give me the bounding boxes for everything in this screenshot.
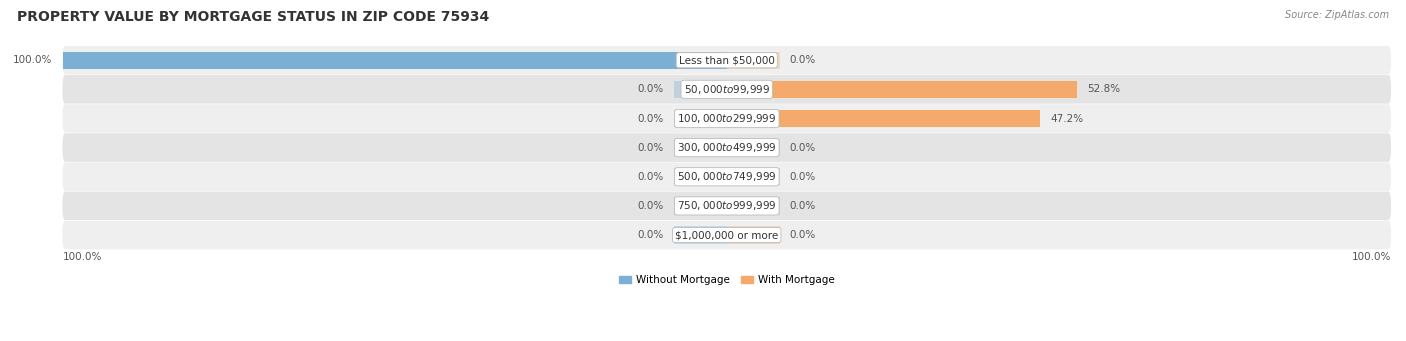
Bar <box>727 80 1077 98</box>
Text: 100.0%: 100.0% <box>1351 252 1391 263</box>
Text: 0.0%: 0.0% <box>637 201 664 211</box>
Text: 0.0%: 0.0% <box>637 172 664 182</box>
Legend: Without Mortgage, With Mortgage: Without Mortgage, With Mortgage <box>614 271 839 289</box>
Bar <box>727 139 780 157</box>
Text: $50,000 to $99,999: $50,000 to $99,999 <box>683 83 770 96</box>
Text: 0.0%: 0.0% <box>637 230 664 240</box>
FancyBboxPatch shape <box>62 133 1391 162</box>
Text: 100.0%: 100.0% <box>62 252 101 263</box>
Text: 100.0%: 100.0% <box>13 55 52 65</box>
Bar <box>62 51 727 69</box>
FancyBboxPatch shape <box>62 75 1391 104</box>
Text: 0.0%: 0.0% <box>637 114 664 123</box>
Text: 0.0%: 0.0% <box>790 230 815 240</box>
Text: $300,000 to $499,999: $300,000 to $499,999 <box>676 141 776 154</box>
Bar <box>673 197 727 214</box>
Bar <box>673 80 727 98</box>
Text: 0.0%: 0.0% <box>790 201 815 211</box>
Bar <box>673 110 727 127</box>
Text: $1,000,000 or more: $1,000,000 or more <box>675 230 779 240</box>
Bar <box>673 139 727 157</box>
FancyBboxPatch shape <box>62 192 1391 220</box>
Text: Source: ZipAtlas.com: Source: ZipAtlas.com <box>1285 10 1389 20</box>
FancyBboxPatch shape <box>62 46 1391 75</box>
Text: 0.0%: 0.0% <box>790 143 815 153</box>
Text: 47.2%: 47.2% <box>1050 114 1084 123</box>
Text: 52.8%: 52.8% <box>1087 84 1121 94</box>
Text: $750,000 to $999,999: $750,000 to $999,999 <box>676 199 776 212</box>
Bar <box>727 168 780 186</box>
Text: 0.0%: 0.0% <box>637 84 664 94</box>
Text: 0.0%: 0.0% <box>790 172 815 182</box>
Text: 0.0%: 0.0% <box>637 143 664 153</box>
Text: $100,000 to $299,999: $100,000 to $299,999 <box>678 112 776 125</box>
FancyBboxPatch shape <box>62 162 1391 191</box>
Bar <box>673 226 727 244</box>
Text: 0.0%: 0.0% <box>790 55 815 65</box>
Bar <box>727 226 780 244</box>
Bar <box>673 168 727 186</box>
FancyBboxPatch shape <box>62 221 1391 249</box>
Bar <box>727 197 780 214</box>
Text: $500,000 to $749,999: $500,000 to $749,999 <box>676 170 776 183</box>
Bar <box>727 51 780 69</box>
FancyBboxPatch shape <box>62 104 1391 133</box>
Text: PROPERTY VALUE BY MORTGAGE STATUS IN ZIP CODE 75934: PROPERTY VALUE BY MORTGAGE STATUS IN ZIP… <box>17 10 489 24</box>
Bar <box>727 110 1040 127</box>
Text: Less than $50,000: Less than $50,000 <box>679 55 775 65</box>
